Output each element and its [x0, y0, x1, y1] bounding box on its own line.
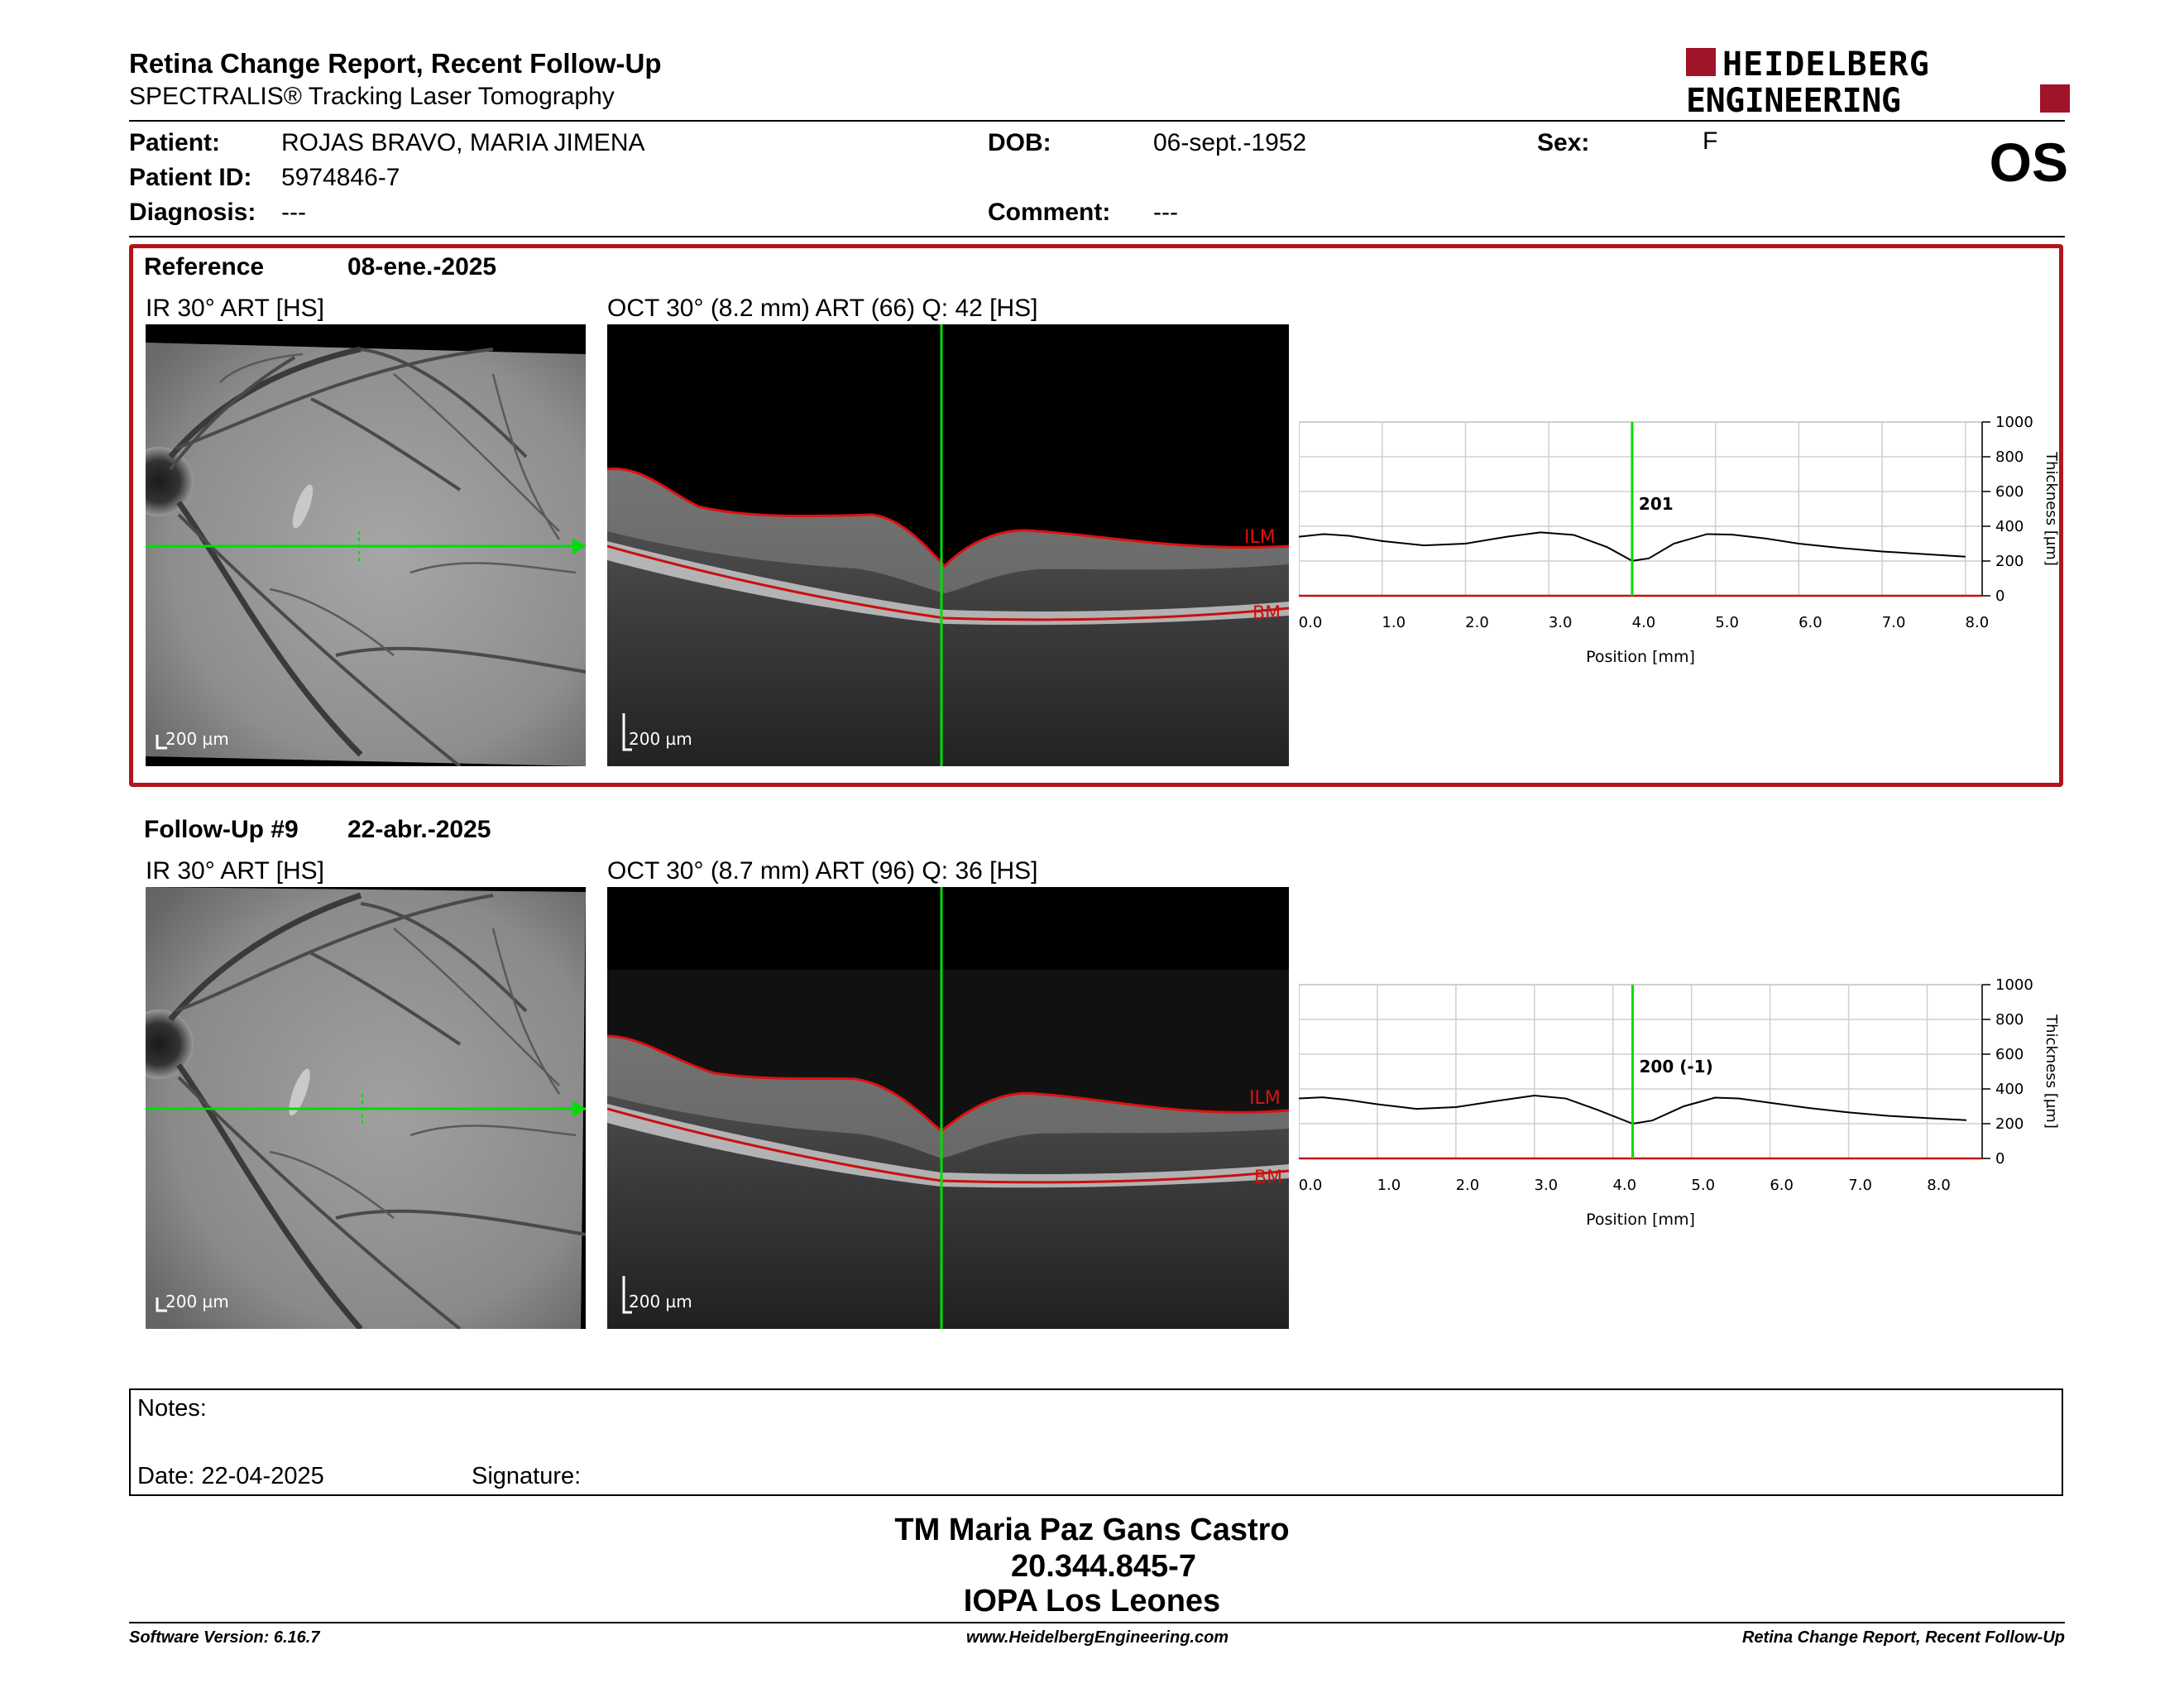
x-tick-label: 8.0 — [1966, 614, 1990, 631]
logo-line1: HEIDELBERG — [1722, 46, 1930, 84]
x-tick-label: 0.0 — [1299, 614, 1322, 631]
signer-institution: IOPA Los Leones — [963, 1584, 1221, 1618]
diagnosis-label: Diagnosis: — [129, 199, 256, 226]
y-tick-label: 0 — [1995, 1150, 2004, 1168]
x-tick-label: 1.0 — [1377, 1177, 1401, 1194]
footer-divider — [129, 1622, 2065, 1623]
report-title: Retina Change Report, Recent Follow-Up — [129, 48, 662, 79]
plot-area — [1299, 421, 1983, 597]
followup-thickness-chart: 0.0 1.0 2.0 3.0 4.0 5.0 6.0 7.0 8.0 0 200 400 600 800… — [1299, 975, 2060, 1240]
reference-bm-label: BM — [1252, 603, 1281, 624]
sex-label: Sex: — [1537, 129, 1590, 156]
y-tick-label: 1000 — [1995, 976, 2033, 994]
y-tick-label: 800 — [1995, 1011, 2024, 1029]
patient-name: ROJAS BRAVO, MARIA JIMENA — [281, 129, 645, 156]
dob-value: 06-sept.-1952 — [1153, 129, 1307, 156]
x-tick-label: 5.0 — [1715, 614, 1739, 631]
y-tick-label: 200 — [1995, 553, 2024, 570]
signature-label: Signature: — [472, 1463, 582, 1489]
software-version: Software Version: 6.16.7 — [129, 1628, 320, 1647]
y-tick-label: 400 — [1995, 518, 2024, 535]
x-axis-label: Position [mm] — [1586, 648, 1695, 666]
signer-name: TM Maria Paz Gans Castro — [894, 1513, 1290, 1547]
reference-ir-scale: 200 µm — [165, 729, 229, 749]
notes-date: Date: 22-04-2025 — [137, 1463, 324, 1489]
x-tick-label: 6.0 — [1798, 614, 1822, 631]
reference-ir-title: IR 30° ART [HS] — [146, 295, 324, 322]
cursor-thickness-label: 201 — [1639, 494, 1674, 514]
heidelberg-logo: HEIDELBERG ENGINEERING — [1686, 45, 2070, 120]
patient-label: Patient: — [129, 129, 221, 156]
footer-report-title: Retina Change Report, Recent Follow-Up — [1741, 1628, 2065, 1647]
sex-value: F — [1703, 127, 1718, 155]
dob-label: DOB: — [988, 129, 1051, 156]
x-tick-label: 2.0 — [1465, 614, 1489, 631]
y-axis-label: Thickness [µm] — [2043, 1014, 2060, 1129]
y-tick-label: 0 — [1995, 587, 2004, 605]
x-tick-label: 7.0 — [1882, 614, 1906, 631]
followup-bm-label: BM — [1254, 1168, 1282, 1188]
y-tick-label: 800 — [1995, 448, 2024, 466]
y-axis-label: Thickness [µm] — [2043, 451, 2060, 566]
patient-id: 5974846-7 — [281, 164, 400, 191]
followup-oct-image[interactable]: ILM BM 200 µm — [607, 887, 1289, 1329]
comment-value: --- — [1153, 199, 1178, 226]
y-tick-label: 200 — [1995, 1115, 2024, 1133]
x-axis-label: Position [mm] — [1586, 1211, 1695, 1229]
website-link[interactable]: www.HeidelbergEngineering.com — [966, 1628, 1229, 1647]
notes-box[interactable]: Notes: Date: 22-04-2025 Signature: — [129, 1388, 2063, 1496]
followup-date: 22-abr.-2025 — [347, 816, 491, 843]
x-tick-label: 6.0 — [1770, 1177, 1794, 1194]
x-tick-label: 4.0 — [1632, 614, 1656, 631]
reference-oct-image[interactable]: ILM BM 200 µm — [607, 324, 1289, 766]
reference-date: 08-ene.-2025 — [347, 253, 497, 281]
followup-oct-title: OCT 30° (8.7 mm) ART (96) Q: 36 [HS] — [607, 857, 1038, 885]
x-tick-label: 3.0 — [1549, 614, 1573, 631]
signer-id: 20.344.845-7 — [1011, 1549, 1196, 1584]
y-tick-label: 600 — [1995, 1046, 2024, 1063]
plot-area — [1299, 984, 1983, 1159]
reference-ir-image[interactable]: 200 µm — [146, 324, 586, 766]
x-tick-label: 5.0 — [1691, 1177, 1715, 1194]
y-tick-label: 1000 — [1995, 414, 2033, 431]
followup-oct-scale: 200 µm — [629, 1292, 692, 1312]
diagnosis-value: --- — [281, 199, 306, 226]
x-tick-label: 8.0 — [1927, 1177, 1951, 1194]
patient-divider — [129, 236, 2065, 237]
y-tick-label: 400 — [1995, 1081, 2024, 1098]
cursor-thickness-label: 200 (-1) — [1640, 1057, 1713, 1077]
followup-ilm-label: ILM — [1249, 1088, 1281, 1109]
x-tick-label: 4.0 — [1612, 1177, 1636, 1194]
reference-oct-title: OCT 30° (8.2 mm) ART (66) Q: 42 [HS] — [607, 295, 1038, 322]
followup-ir-image[interactable]: 200 µm — [146, 887, 586, 1329]
reference-ilm-label: ILM — [1244, 527, 1276, 548]
followup-ir-title: IR 30° ART [HS] — [146, 857, 324, 885]
logo-line2: ENGINEERING — [1686, 82, 1900, 116]
x-tick-label: 2.0 — [1456, 1177, 1480, 1194]
y-tick-label: 600 — [1995, 483, 2024, 501]
x-tick-label: 3.0 — [1535, 1177, 1559, 1194]
patient-id-label: Patient ID: — [129, 164, 252, 191]
reference-oct-scale: 200 µm — [629, 729, 692, 749]
eye-label: OS — [1989, 132, 2068, 193]
followup-title: Follow-Up #9 — [144, 816, 299, 843]
reference-thickness-chart: 0.0 1.0 2.0 3.0 4.0 5.0 6.0 7.0 8.0 0 200 400 600 800… — [1299, 412, 2060, 677]
reference-frame — [129, 244, 2063, 787]
x-tick-label: 1.0 — [1382, 614, 1406, 631]
followup-ir-scale: 200 µm — [165, 1292, 229, 1312]
header-divider — [129, 120, 2065, 122]
x-tick-label: 0.0 — [1299, 1177, 1322, 1194]
comment-label: Comment: — [988, 199, 1111, 226]
report-subtitle: SPECTRALIS® Tracking Laser Tomography — [129, 83, 615, 110]
notes-label: Notes: — [137, 1395, 207, 1422]
x-tick-label: 7.0 — [1848, 1177, 1872, 1194]
reference-title: Reference — [144, 253, 265, 281]
